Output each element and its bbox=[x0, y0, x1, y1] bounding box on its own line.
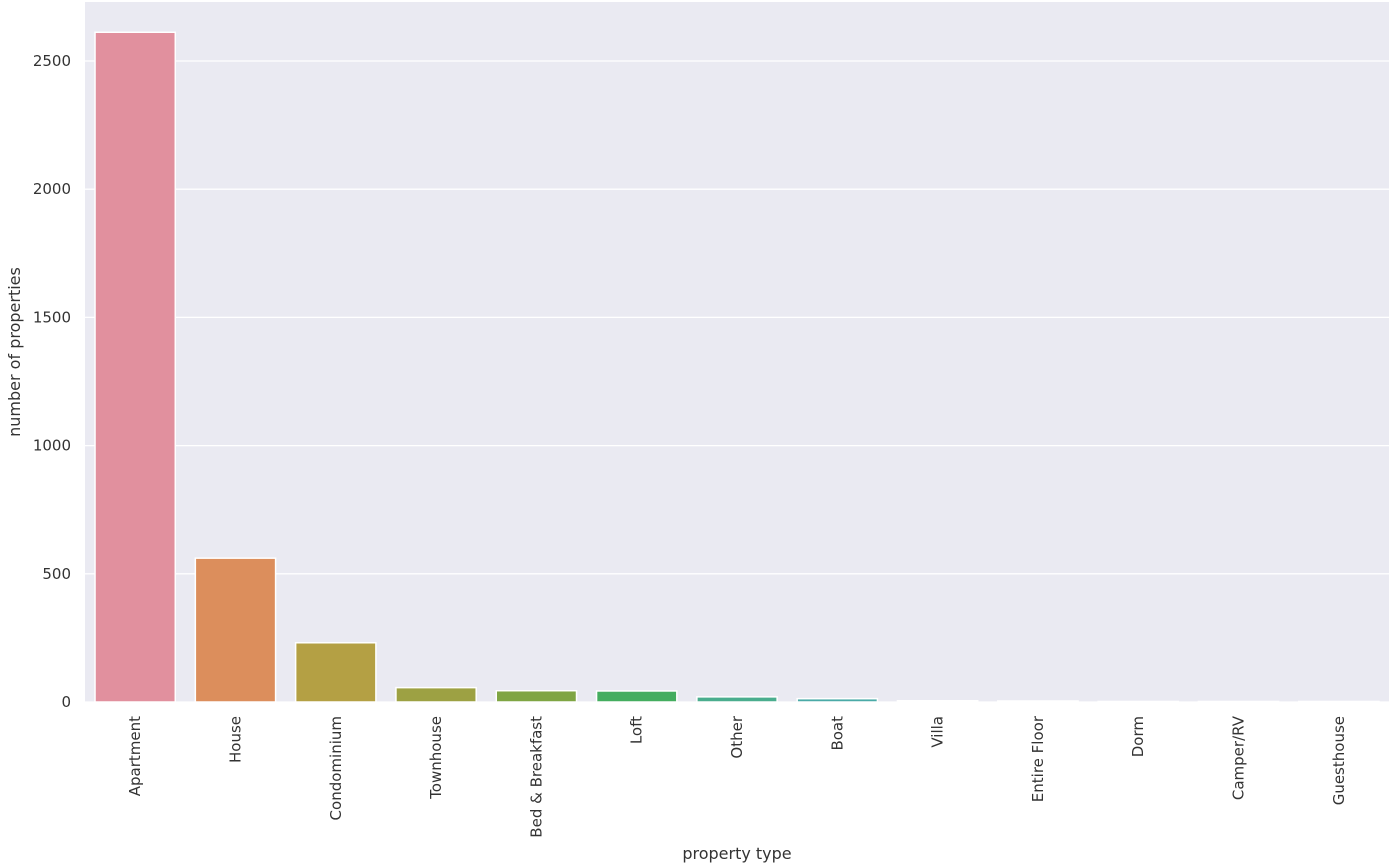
bar-house bbox=[194, 557, 277, 703]
x-tick-label: House bbox=[226, 716, 244, 763]
x-tick-label: Loft bbox=[628, 716, 646, 744]
bar-boat bbox=[796, 697, 879, 703]
y-tick-label: 2500 bbox=[33, 52, 71, 70]
bar-townhouse bbox=[395, 686, 477, 703]
bar-entire-floor bbox=[997, 700, 1079, 703]
bar-other bbox=[696, 696, 778, 703]
y-axis-label: number of properties bbox=[5, 267, 24, 437]
bar-apartment bbox=[94, 31, 177, 703]
x-tick-label: Dorm bbox=[1129, 716, 1147, 757]
bar-villa bbox=[896, 699, 979, 703]
x-tick-label: Townhouse bbox=[427, 716, 445, 800]
plot-area bbox=[85, 2, 1389, 702]
bar-camper-rv bbox=[1197, 700, 1280, 703]
x-tick-label: Apartment bbox=[126, 716, 144, 796]
y-tick-label: 1500 bbox=[33, 308, 71, 326]
x-axis-label: property type bbox=[682, 844, 791, 863]
y-tick-label: 2000 bbox=[33, 180, 71, 198]
y-axis-ticks: 0 500 1000 1500 2000 2500 bbox=[33, 52, 71, 711]
y-tick-label: 1000 bbox=[33, 437, 71, 455]
bar-condominium bbox=[294, 642, 377, 703]
x-tick-label: Other bbox=[728, 715, 746, 758]
x-tick-label: Villa bbox=[929, 716, 947, 748]
x-tick-label: Condominium bbox=[327, 716, 345, 820]
x-tick-label: Camper/RV bbox=[1230, 715, 1248, 800]
bar-loft bbox=[595, 690, 678, 703]
bars bbox=[94, 31, 1380, 703]
y-tick-label: 0 bbox=[61, 693, 71, 711]
y-tick-label: 500 bbox=[42, 565, 71, 583]
x-tick-label: Boat bbox=[828, 716, 846, 751]
bar-dorm bbox=[1097, 700, 1180, 703]
x-tick-label: Guesthouse bbox=[1330, 716, 1348, 805]
bar-guesthouse bbox=[1297, 700, 1380, 703]
x-tick-label: Entire Floor bbox=[1029, 715, 1047, 802]
x-axis-ticks: Apartment House Condominium Townhouse Bed & … bbox=[126, 715, 1348, 838]
bar-bed-breakfast bbox=[495, 689, 578, 703]
x-tick-label: Bed & Breakfast bbox=[527, 716, 545, 838]
